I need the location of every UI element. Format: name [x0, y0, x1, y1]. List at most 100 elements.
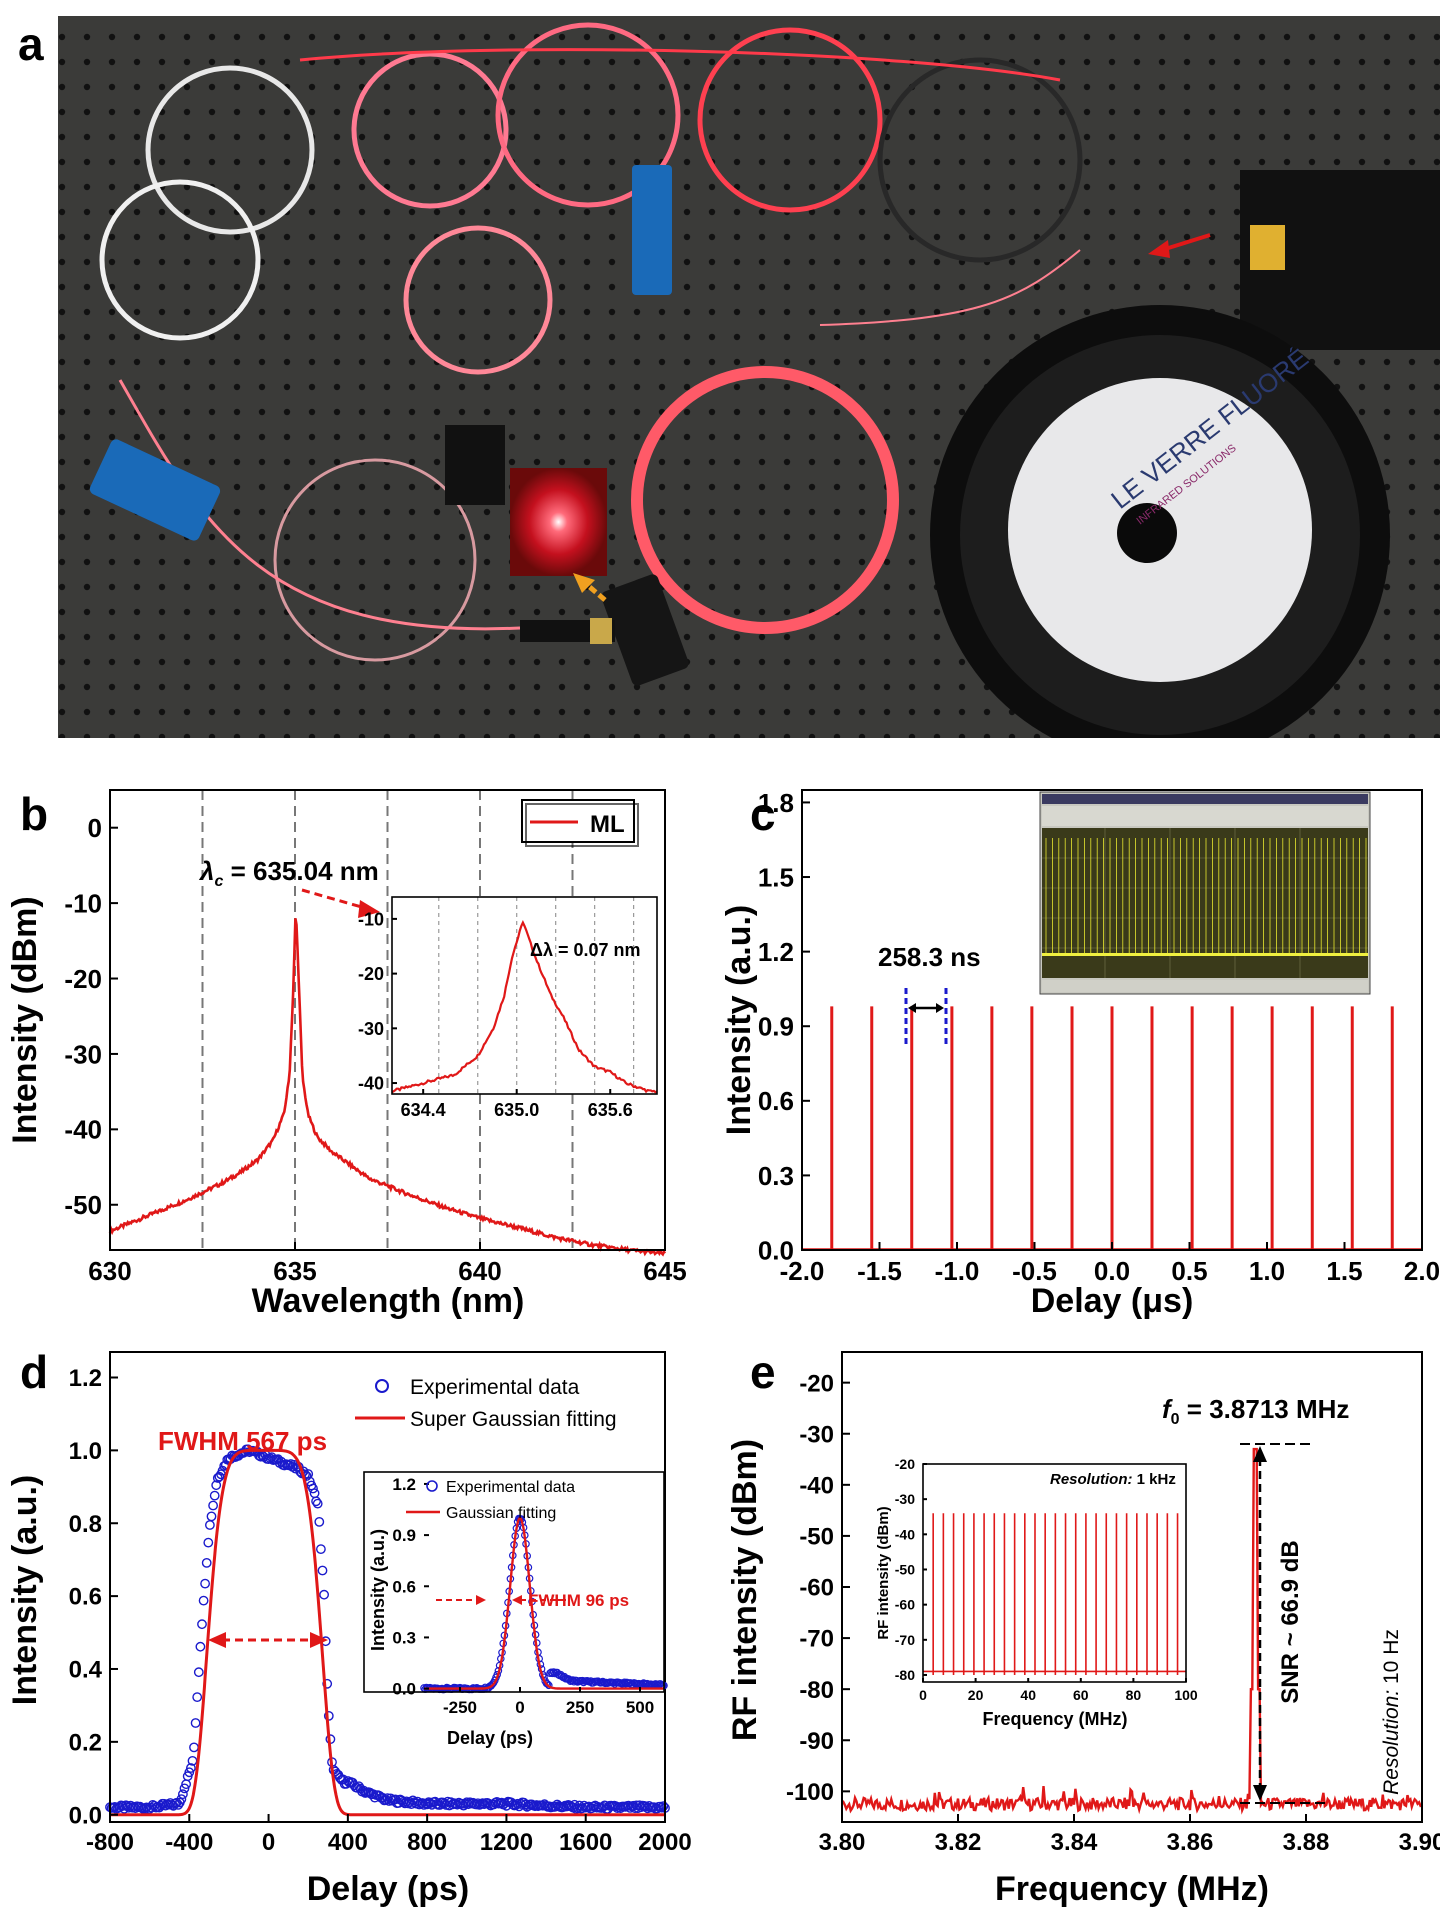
d-inset-bg [364, 1472, 664, 1692]
d-inset-legend-exp: Experimental data [446, 1479, 575, 1496]
b-inset-tick-y-label: -40 [358, 1074, 384, 1094]
d-series-experimental [105, 1444, 670, 1815]
c-tick-y-label: 1.2 [758, 937, 794, 967]
e-inset-tick-y-label: -80 [895, 1667, 915, 1683]
d-data-point [197, 1619, 207, 1630]
fiber-coil [403, 225, 553, 375]
d-inset-xlabel: Delay (ps) [447, 1728, 533, 1748]
d-data-point [208, 1500, 219, 1511]
b-series-ml [108, 918, 667, 1257]
d-inset-tick-y-label: 0.6 [392, 1577, 416, 1596]
d-data-point [319, 1589, 329, 1600]
d-data-point [214, 1471, 225, 1482]
e-tick-x-label: 3.82 [935, 1829, 982, 1856]
c-oscilloscope-screenshot [1039, 791, 1371, 995]
e-xlabel: Frequency (MHz) [995, 1870, 1269, 1908]
red-arrow-icon [1148, 233, 1211, 258]
d-inset-legend-fit: Gaussian fitting [446, 1505, 556, 1522]
d-data-point [311, 1496, 321, 1507]
e-inset-harmonics [923, 1513, 1186, 1675]
d-data-point [193, 1667, 204, 1678]
d-data-point [189, 1742, 199, 1753]
d-tick-y-label: 1.2 [69, 1365, 102, 1392]
d-data-point [434, 1800, 445, 1810]
e-tick-y-label: -30 [799, 1421, 834, 1448]
isolator [445, 425, 505, 505]
b-plot-frame [109, 789, 666, 1251]
fiber-coil [631, 366, 899, 634]
d-fwhm-inset: FWHM 96 ps [528, 1591, 629, 1610]
d-axis-ticks: -800 -400 0 400 800 1200 1600 2000 0.0 0.2 0.4 0.6 0… [69, 1365, 692, 1856]
c-tick-x-label: -0.5 [1012, 1256, 1057, 1286]
e-inset-tick-x-label: 80 [1126, 1687, 1142, 1703]
c-pulse-train [802, 1006, 1422, 1251]
e-ylabel: RF intensity (dBm) [726, 1439, 764, 1741]
yellow-arrow-icon [573, 573, 607, 602]
fiber-coil [145, 65, 315, 235]
panel-letter-c: c [750, 788, 776, 840]
d-tick-y-label: 0.2 [69, 1729, 102, 1756]
e-inset-tick-y-label: -50 [895, 1562, 915, 1578]
e-inset-tick-x-label: 60 [1073, 1687, 1089, 1703]
e-inset-bg [923, 1464, 1186, 1682]
e-tick-y-label: -50 [799, 1524, 834, 1551]
d-data-point [192, 1692, 203, 1702]
d-inset-tick-x-label: 250 [566, 1698, 594, 1717]
d-data-point [179, 1783, 190, 1794]
panel-a-photo: LE VERRE FLUORÉ INFRARED SOLUTIONS a [0, 0, 1440, 738]
b-inset-tick-y-label: -20 [358, 964, 384, 984]
d-inset-data-point [488, 1680, 497, 1689]
e-inset-tick-x-label: 40 [1020, 1687, 1036, 1703]
d-inset-tick-x-label: -250 [443, 1698, 477, 1717]
e-tick-y-label: -90 [799, 1728, 834, 1755]
e-inset-tick-y-label: -30 [895, 1491, 915, 1507]
e-tick-x-label: 3.80 [819, 1829, 866, 1856]
b-axis-ticks: 630 635 640 645 0 -10 -20 -30 -40 -50 [64, 813, 686, 1286]
d-data-point [200, 1578, 211, 1589]
b-inset-ticks: 634.4 635.0 635.6 -10 -20 -30 -40 [358, 909, 633, 1120]
d-xlabel: Delay (ps) [307, 1870, 470, 1908]
c-tick-x-label: 2.0 [1404, 1256, 1440, 1286]
c-tick-x-label: 0.0 [1094, 1256, 1130, 1286]
d-data-point [312, 1498, 323, 1509]
b-inset-series [391, 920, 658, 1094]
e-snr-arrow-icon [1240, 1443, 1325, 1804]
d-data-point [201, 1557, 212, 1568]
c-tick-x-label: -2.0 [780, 1256, 825, 1286]
e-tick-x-label: 3.88 [1283, 1829, 1330, 1856]
b-inset-frame [391, 896, 658, 1095]
d-inset-legend: Experimental data Gaussian fitting [406, 1479, 575, 1522]
d-tick-y-label: 0.0 [69, 1802, 102, 1829]
b-legend-ml: ML [590, 811, 625, 838]
d-tick-y-label: 1.0 [69, 1438, 102, 1465]
c-tick-y-label: 0.3 [758, 1161, 794, 1191]
c-spacing-marker [904, 988, 948, 1048]
d-data-point [315, 1544, 326, 1555]
b-inset-delta-lambda: Δλ = 0.07 nm [530, 940, 641, 960]
panel-letter-e: e [750, 1346, 776, 1398]
d-tick-x-label: 1200 [480, 1829, 533, 1856]
e-tick-y-label: -70 [799, 1626, 834, 1653]
d-tick-x-label: 400 [328, 1829, 368, 1856]
c-xlabel: Delay (μs) [1031, 1282, 1194, 1320]
c-tick-y-label: 1.8 [758, 788, 794, 818]
b-tick-x-label: 635 [273, 1256, 316, 1286]
c-tick-x-label: -1.0 [935, 1256, 980, 1286]
b-tick-x-label: 630 [88, 1256, 131, 1286]
c-tick-x-label: 1.0 [1249, 1256, 1285, 1286]
c-tick-x-label: 1.5 [1326, 1256, 1362, 1286]
d-data-point [176, 1794, 187, 1804]
e-inset-frame [922, 1463, 1187, 1683]
fiber-coil [99, 179, 261, 341]
d-data-point [203, 1537, 214, 1548]
b-legend: ML [521, 799, 639, 847]
d-tick-x-label: 800 [407, 1829, 447, 1856]
d-plot-frame [109, 1351, 666, 1823]
e-inset-resolution: Resolution: 1 kHz [1050, 1471, 1176, 1488]
b-inset-tick-x-label: 634.4 [401, 1100, 446, 1120]
b-zoom-arrow-icon [301, 888, 380, 918]
d-inset-tick-y-label: 1.2 [392, 1475, 416, 1494]
fiber-coil [351, 51, 509, 209]
b-tick-y-label: -50 [64, 1190, 102, 1220]
fiber-mount [601, 574, 689, 686]
